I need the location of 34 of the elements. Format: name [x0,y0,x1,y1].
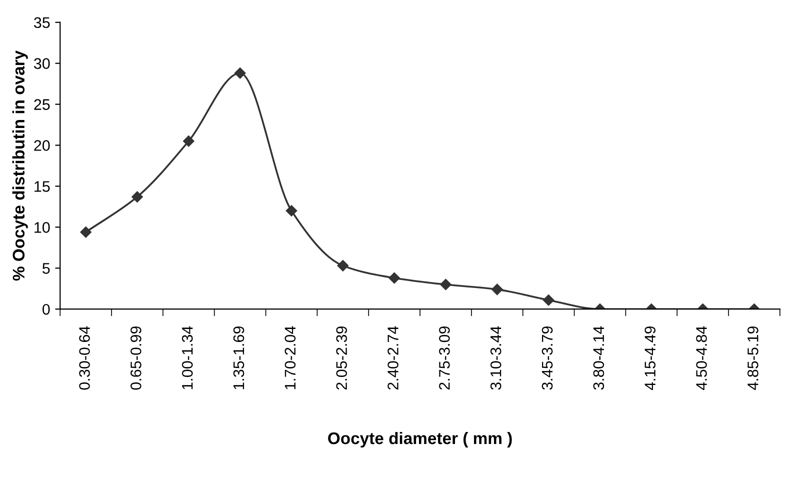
point [286,205,298,216]
x-tick-label: 1.70-2.04 [284,326,296,390]
x-tick-label: 2.05-2.39 [336,326,347,390]
x-tick-label: 3.80-4.14 [593,326,604,390]
point [337,260,349,272]
point [234,68,246,79]
x-tick-label: 0.65-0.99 [130,326,142,390]
point [388,272,400,284]
y-tick-label: 10 [34,222,50,233]
x-tick-label: 4.15-4.49 [644,326,656,390]
y-tick-label: 15 [34,181,50,192]
point [80,226,92,238]
point [492,284,503,296]
y-tick-label: 30 [34,58,50,70]
point [132,191,143,202]
x-tick-label: 3.10-3.44 [490,326,502,390]
y-tick-label: 0 [42,304,50,315]
y-tick-label: 35 [34,17,50,28]
y-tick-label: 5 [42,263,50,274]
x-tick-label: 3.45-3.79 [542,326,553,390]
y-axis-title: % Oocyte distributin in ovary [12,50,28,281]
y-tick-label: 25 [34,99,50,110]
x-tick-label: 4.50-4.84 [696,326,707,390]
x-tick-label: 0.30-0.64 [79,326,90,390]
point [440,278,452,290]
x-axis-title: Oocyte diameter ( mm ) [328,432,512,448]
y-tick-label: 20 [34,140,50,151]
x-tick-label: 1.35-1.69 [233,326,244,390]
x-tick-label: 2.40-2.74 [388,326,398,390]
x-tick-label: 4.85-5.19 [748,326,758,390]
point [542,294,554,306]
x-tick-label: 2.75-3.09 [439,326,450,390]
point [183,136,194,147]
x-tick-label: 1.00-1.34 [182,326,193,390]
